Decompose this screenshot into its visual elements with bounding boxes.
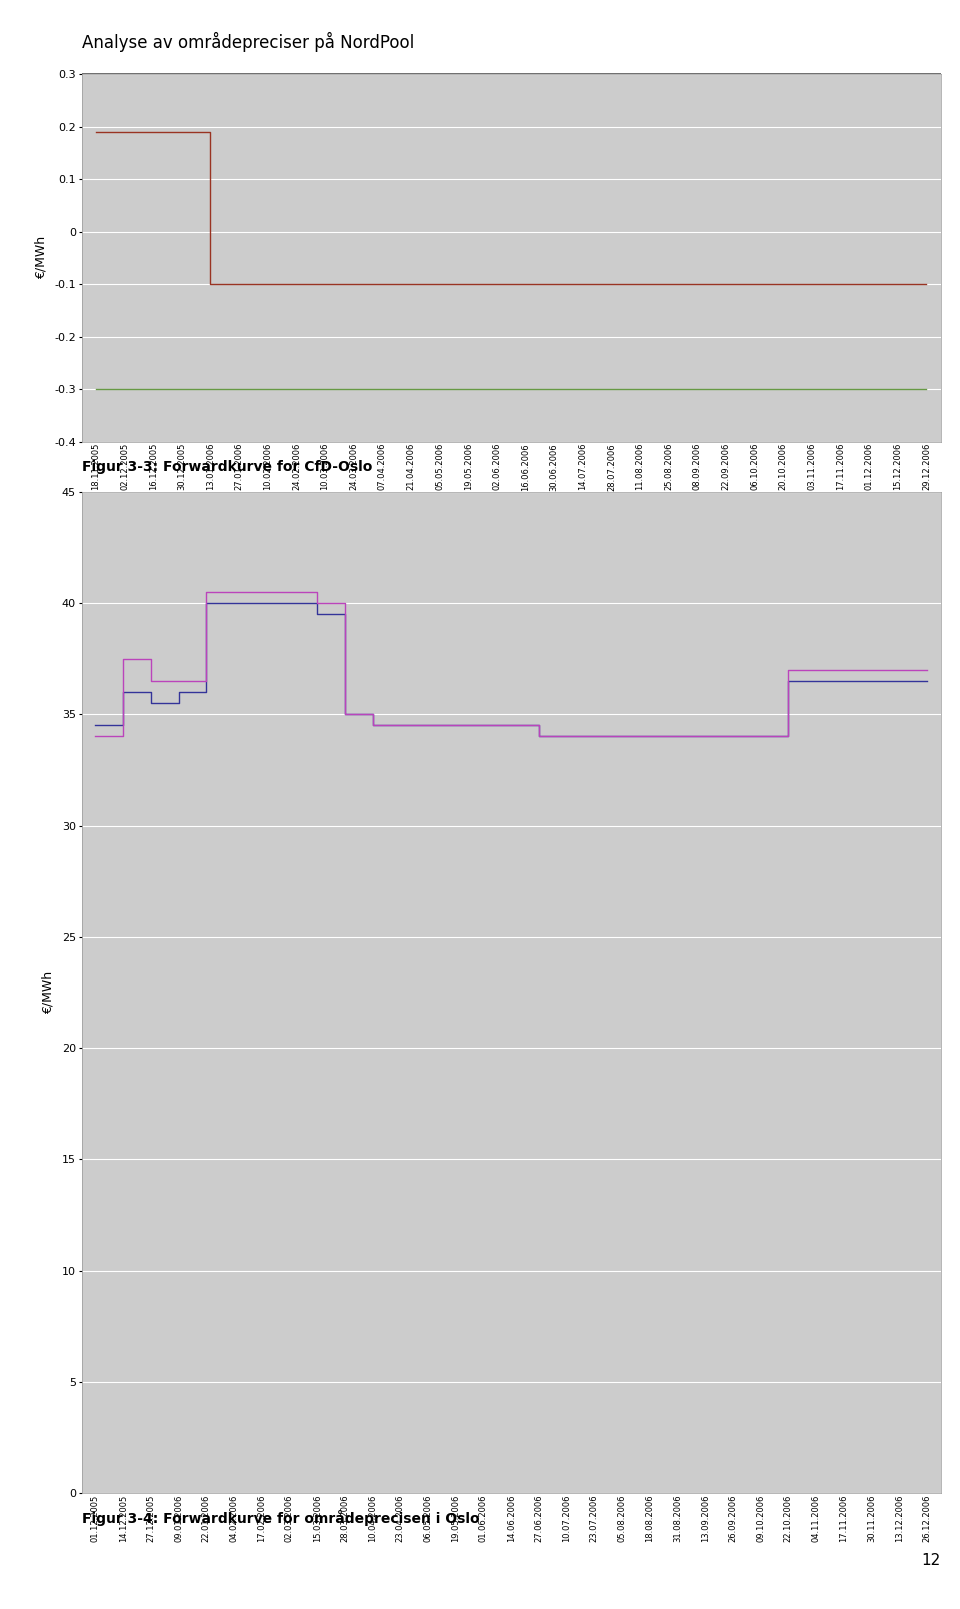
Text: 12: 12: [922, 1553, 941, 1567]
Text: Analyse av områdepreciser på NordPool: Analyse av områdepreciser på NordPool: [82, 32, 414, 51]
Text: Figur 3-4: Forwardkurve for områdeprecisen i Oslo: Figur 3-4: Forwardkurve for områdeprecis…: [82, 1511, 479, 1527]
Y-axis label: €/MWh: €/MWh: [35, 237, 47, 280]
Y-axis label: €/MWh: €/MWh: [42, 970, 55, 1014]
Text: Figur 3-3: Forwardkurve for CfD-Oslo: Figur 3-3: Forwardkurve for CfD-Oslo: [82, 460, 372, 473]
